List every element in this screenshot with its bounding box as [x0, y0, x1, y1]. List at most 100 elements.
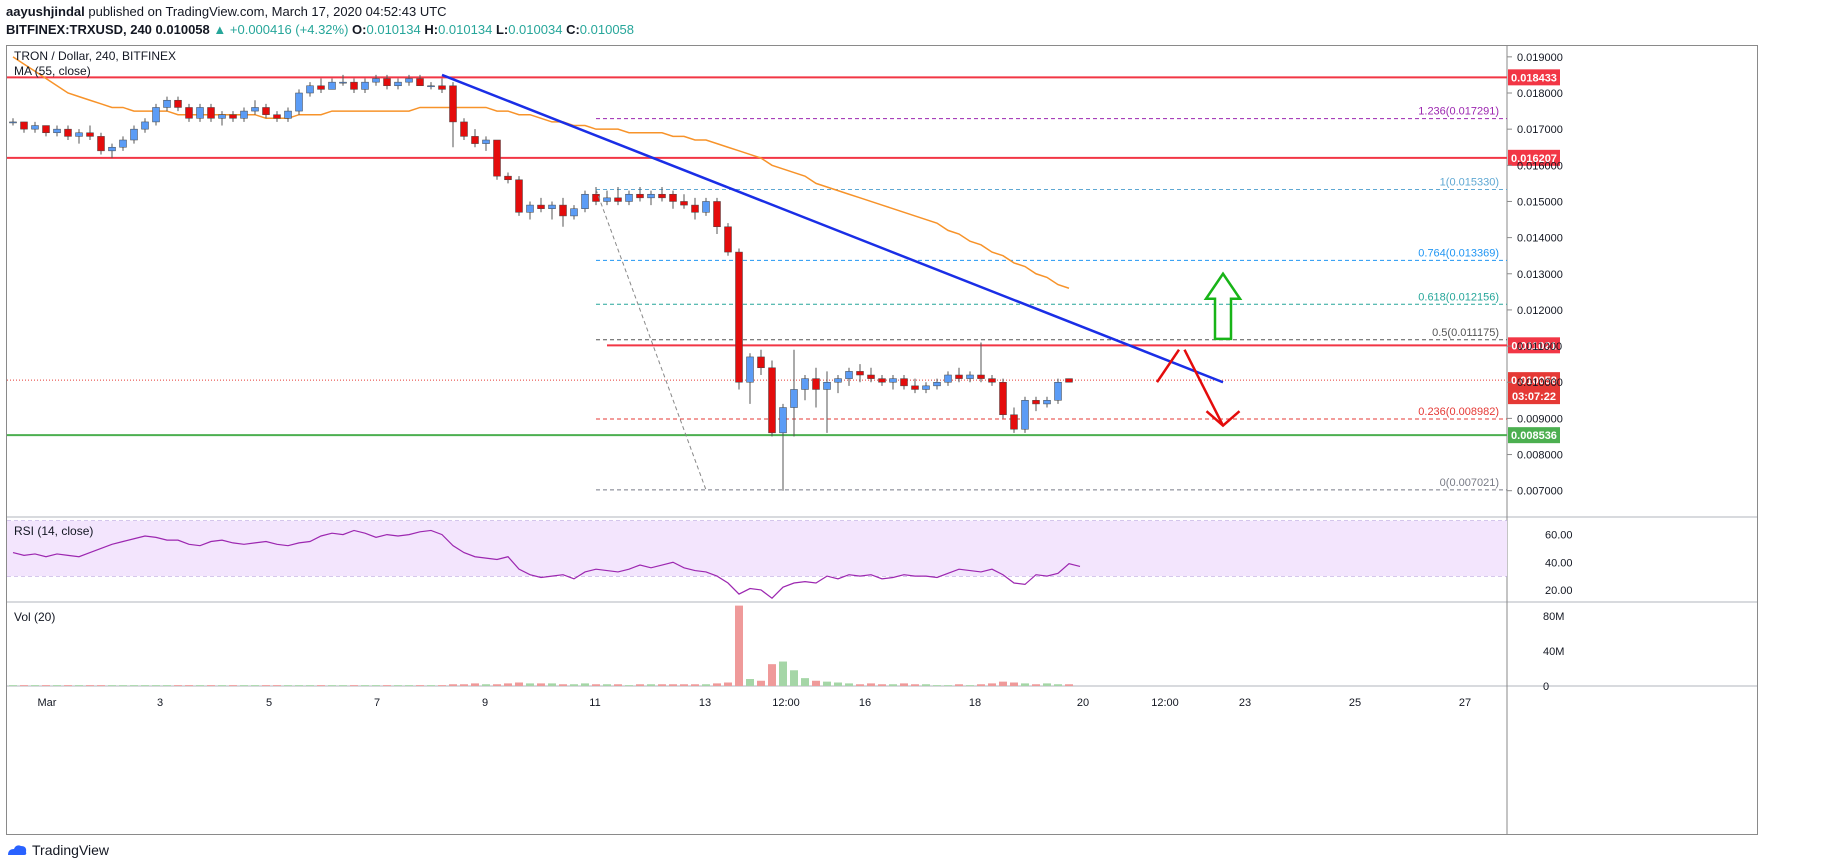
candle-body	[196, 107, 204, 119]
time-axis: Mar 3 5 7 9 11 13 12:00 16 18 20 12:00 23 25 27	[38, 697, 1472, 709]
volume-bar	[746, 679, 754, 686]
volume-bar	[218, 685, 226, 686]
volume-bar	[251, 685, 259, 686]
volume-bar	[97, 685, 105, 686]
price-tick-label: 0.009000	[1517, 413, 1563, 425]
volume-bar	[9, 685, 17, 686]
price-chart[interactable]: 1.236(0.017291) 1(0.015330) 0.764(0.013369…	[7, 46, 1757, 834]
volume-bar	[53, 685, 61, 686]
volume-bar	[790, 670, 798, 686]
candle-body	[889, 378, 897, 383]
candle-body	[834, 378, 842, 383]
volume-bar	[537, 683, 545, 686]
volume-bar	[405, 685, 413, 686]
candle-body	[625, 193, 633, 202]
volume-bar	[350, 685, 358, 686]
candle-body	[108, 146, 116, 152]
volume-bar	[922, 684, 930, 686]
candle-body	[801, 378, 809, 390]
candle-body	[933, 381, 941, 387]
volume-bar	[86, 685, 94, 686]
candle-body	[691, 204, 699, 213]
volume-bar	[779, 661, 787, 686]
candle-body	[944, 374, 952, 383]
volume-bar	[812, 680, 820, 686]
volume-bar	[867, 683, 875, 686]
time-tick-label: Mar	[38, 697, 57, 709]
time-tick-label: 18	[969, 697, 981, 709]
candle-body	[350, 81, 358, 90]
close-value: 0.010058	[579, 22, 635, 37]
volume-bar	[207, 685, 215, 686]
candle-body	[306, 85, 314, 94]
volume-bar	[328, 685, 336, 686]
candle-body	[867, 374, 875, 379]
price-tick-label: 0.007000	[1517, 486, 1563, 498]
volume-bar	[977, 684, 985, 686]
volume-legend: Vol (20)	[14, 610, 55, 624]
candle-body	[86, 132, 94, 137]
high-label: H:	[424, 22, 439, 37]
volume-bar	[394, 685, 402, 686]
candle-body	[427, 85, 435, 88]
candle-body	[471, 136, 479, 144]
candle-body	[394, 81, 402, 87]
volume-bar	[31, 685, 39, 686]
fib-label: 0.236(0.008982)	[1418, 406, 1499, 418]
volume-bar	[295, 685, 303, 686]
level-label-box	[1508, 69, 1560, 86]
cloud-icon	[8, 845, 27, 855]
volume-bar	[823, 681, 831, 686]
volume-tick-label: 0	[1543, 681, 1549, 693]
author-name[interactable]: aayushjindal	[6, 4, 85, 19]
candle-body	[372, 78, 380, 83]
price-tick-label: 0.019000	[1517, 52, 1563, 64]
candle-body	[174, 99, 182, 108]
candle-body	[1010, 414, 1018, 430]
volume-bar	[900, 683, 908, 686]
time-tick-label: 7	[374, 697, 380, 709]
fib-label: 1(0.015330)	[1440, 177, 1499, 189]
volume-bar	[504, 683, 512, 686]
tradingview-logo[interactable]: TradingView	[6, 842, 109, 858]
time-tick-label: 12:00	[772, 697, 800, 709]
candle-body	[64, 128, 72, 137]
candle-body	[658, 193, 666, 199]
candle-body	[812, 378, 820, 390]
volume-bar	[119, 685, 127, 686]
candle-body	[779, 407, 787, 434]
candle-body	[42, 125, 50, 134]
volume-bars	[9, 605, 1073, 686]
time-tick-label: 5	[266, 697, 272, 709]
candle-body	[75, 132, 83, 137]
candle-body	[713, 201, 721, 228]
time-tick-label: 16	[859, 697, 871, 709]
candle-body	[746, 356, 754, 383]
volume-bar	[174, 685, 182, 686]
level-label-box	[1508, 427, 1560, 444]
high-value: 0.010134	[438, 22, 493, 37]
volume-bar	[163, 685, 171, 686]
fib-label: 0.764(0.013369)	[1418, 247, 1499, 259]
candle-body	[911, 385, 919, 390]
candle-body	[1054, 381, 1062, 401]
volume-bar	[625, 685, 633, 686]
volume-bar	[306, 685, 314, 686]
volume-bar	[570, 684, 578, 686]
close-label: C:	[566, 22, 580, 37]
volume-bar	[636, 684, 644, 686]
symbol-info: BITFINEX:TRXUSD, 240 0.010058 ▲ +0.00041…	[6, 22, 634, 37]
volume-bar	[856, 684, 864, 686]
last-price: 0.010058	[155, 22, 210, 37]
candle-body	[1021, 400, 1029, 430]
volume-bar	[614, 684, 622, 686]
candle-body	[493, 139, 501, 177]
volume-bar	[834, 682, 842, 686]
volume-bar	[757, 680, 765, 686]
candle-body	[845, 371, 853, 379]
volume-bar	[713, 683, 721, 686]
candle-body	[922, 385, 930, 390]
candle-body	[526, 204, 534, 213]
volume-bar	[273, 685, 281, 686]
candle-body	[339, 81, 347, 84]
